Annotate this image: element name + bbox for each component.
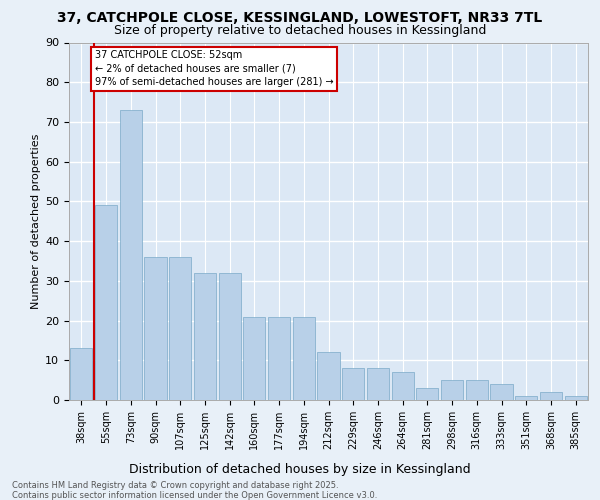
Bar [145,257,167,400]
Text: Size of property relative to detached houses in Kessingland: Size of property relative to detached ho… [114,24,486,37]
Text: Distribution of detached houses by size in Kessingland: Distribution of detached houses by size … [129,462,471,475]
Bar [119,110,142,400]
Bar [416,388,439,400]
Y-axis label: Number of detached properties: Number of detached properties [31,134,41,309]
Bar [342,368,364,400]
Bar [218,273,241,400]
Bar [293,316,315,400]
Bar [268,316,290,400]
Text: Contains HM Land Registry data © Crown copyright and database right 2025.
Contai: Contains HM Land Registry data © Crown c… [12,481,377,500]
Bar [540,392,562,400]
Bar [70,348,92,400]
Bar [392,372,414,400]
Bar [441,380,463,400]
Bar [367,368,389,400]
Bar [515,396,538,400]
Bar [194,273,216,400]
Bar [317,352,340,400]
Bar [565,396,587,400]
Bar [95,206,117,400]
Text: 37 CATCHPOLE CLOSE: 52sqm
← 2% of detached houses are smaller (7)
97% of semi-de: 37 CATCHPOLE CLOSE: 52sqm ← 2% of detach… [95,50,334,87]
Bar [169,257,191,400]
Text: 37, CATCHPOLE CLOSE, KESSINGLAND, LOWESTOFT, NR33 7TL: 37, CATCHPOLE CLOSE, KESSINGLAND, LOWEST… [58,11,542,25]
Bar [243,316,265,400]
Bar [490,384,512,400]
Bar [466,380,488,400]
